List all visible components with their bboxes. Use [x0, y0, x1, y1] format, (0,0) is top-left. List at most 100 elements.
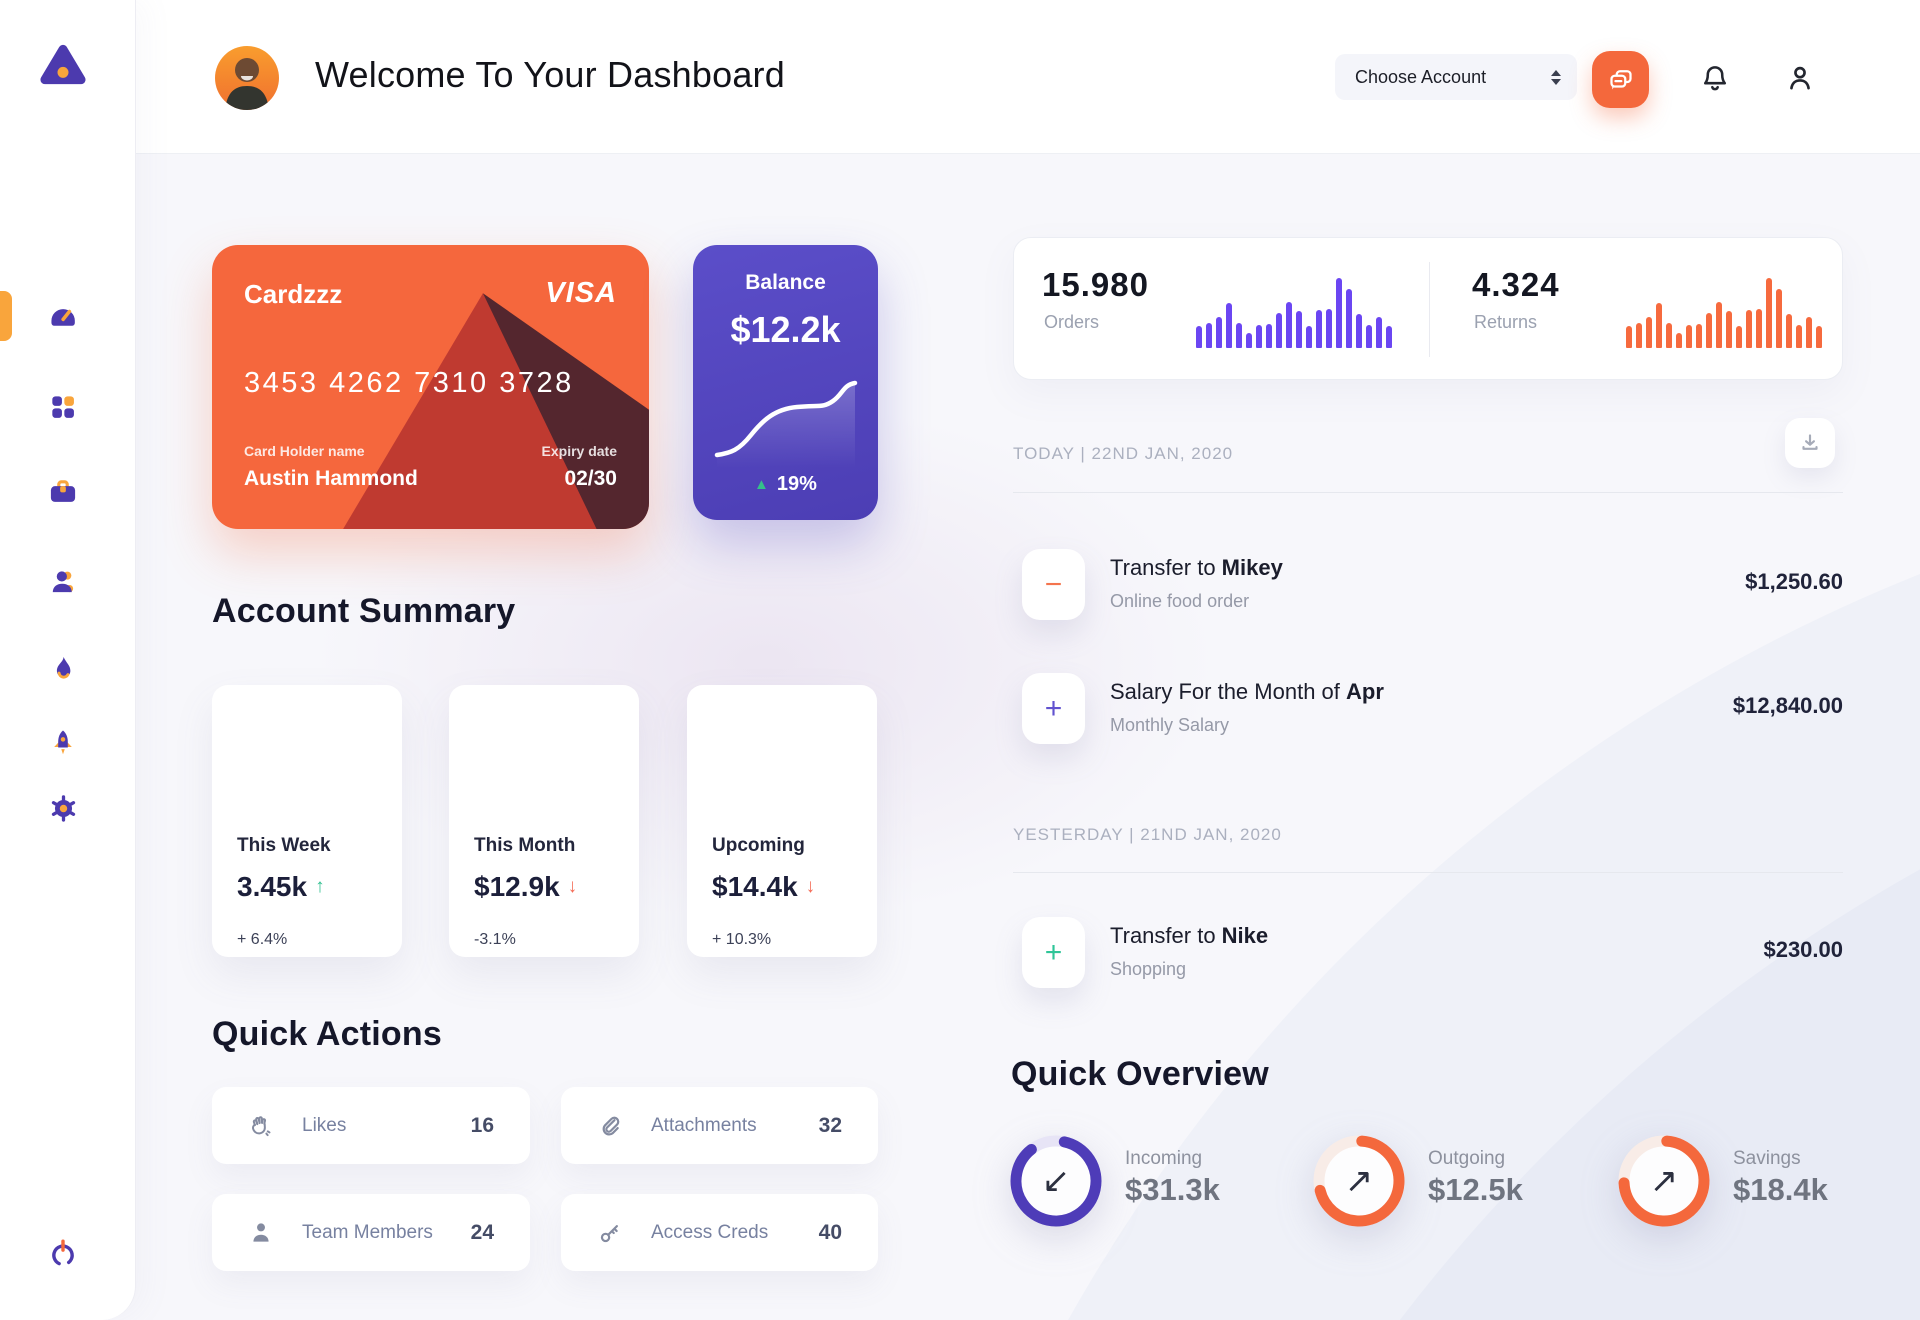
- minus-icon: −: [1022, 549, 1085, 620]
- summary-label: This Month: [474, 835, 576, 856]
- bell-icon: [1704, 66, 1726, 91]
- quick-action-count: 16: [470, 1113, 494, 1137]
- transaction-row-mikey[interactable]: − Transfer to Mikey Online food order $1…: [1013, 549, 1843, 620]
- balance-label: Balance: [745, 271, 826, 294]
- quick-action-team-members[interactable]: Team Members 24: [212, 1194, 530, 1271]
- credit-card[interactable]: Cardzzz VISA 3453 4262 7310 3728 Card Ho…: [212, 245, 649, 529]
- summary-value: $14.4k ↓: [712, 871, 815, 903]
- savings-donut: ↗: [1618, 1135, 1710, 1227]
- summary-amount: $14.4k: [712, 871, 798, 902]
- sidebar-item-users[interactable]: [39, 558, 87, 606]
- quick-action-label: Attachments: [651, 1114, 757, 1136]
- summary-amount: 3.45k: [237, 871, 308, 902]
- download-button[interactable]: [1785, 418, 1835, 468]
- sidebar-item-logout[interactable]: [39, 1230, 87, 1278]
- summary-card-upcoming[interactable]: Upcoming $14.4k ↓ + 10.3%: [687, 685, 877, 957]
- transaction-row-nike[interactable]: + Transfer to Nike Shopping $230.00: [1013, 917, 1843, 988]
- transaction-title: Salary For the Month of Apr: [1110, 679, 1384, 704]
- page-title: Welcome To Your Dashboard: [315, 54, 785, 95]
- summary-value: $12.9k ↓: [474, 871, 577, 903]
- transaction-row-salary[interactable]: + Salary For the Month of Apr Monthly Sa…: [1013, 673, 1843, 744]
- outgoing-value: $12.5k: [1428, 1172, 1523, 1207]
- key-icon: [595, 1218, 625, 1248]
- orders-bar-chart: [1196, 276, 1392, 348]
- chevron-updown-icon: [1551, 69, 1561, 85]
- orders-returns-card: 15.980 Orders 4.324 Returns: [1013, 237, 1843, 380]
- balance-trend-value: 19%: [776, 473, 817, 495]
- sidebar-item-launch[interactable]: [39, 719, 87, 767]
- transaction-title: Transfer to Nike: [1110, 923, 1269, 948]
- app-logo[interactable]: [38, 40, 88, 89]
- trend-arrow-icon: [473, 721, 533, 781]
- sidebar-item-apps[interactable]: [39, 383, 87, 431]
- transaction-subtitle: Shopping: [1110, 959, 1187, 979]
- transaction-amount: $12,840.00: [1732, 693, 1843, 718]
- triangle-logo: [40, 44, 86, 85]
- gear-icon: [51, 794, 75, 822]
- arrow-down-left-icon: ↙: [1041, 1161, 1071, 1201]
- trend-down-icon: ↓: [805, 876, 816, 897]
- member-icon: [246, 1218, 276, 1248]
- card-number: 3453 4262 7310 3728: [244, 367, 574, 399]
- returns-value: 4.324: [1472, 266, 1560, 303]
- arrow-up-right-icon: ↗: [1649, 1161, 1679, 1201]
- arrow-up-right-icon: ↗: [1344, 1161, 1374, 1201]
- card-name: Cardzzz: [244, 279, 343, 309]
- returns-label: Returns: [1474, 312, 1538, 332]
- power-icon: [52, 1239, 74, 1267]
- summary-card-this-month[interactable]: This Month $12.9k ↓ -3.1%: [449, 685, 639, 957]
- sidebar: [0, 0, 136, 1320]
- divider: [1013, 872, 1843, 873]
- transaction-sign: +: [1044, 935, 1063, 969]
- stats-divider: [1429, 262, 1430, 357]
- quick-action-likes[interactable]: Likes 16: [212, 1087, 530, 1164]
- card-holder-name: Austin Hammond: [244, 467, 418, 490]
- summary-value: 3.45k ↑: [237, 871, 325, 903]
- quick-action-label: Team Members: [302, 1221, 433, 1243]
- quick-action-count: 32: [818, 1113, 842, 1137]
- outgoing-label: Outgoing: [1428, 1148, 1506, 1169]
- transaction-sign: −: [1044, 567, 1063, 601]
- incoming-label: Incoming: [1125, 1148, 1203, 1169]
- paperclip-icon: [595, 1111, 625, 1141]
- plus-icon: +: [1022, 917, 1085, 988]
- up-arrow-icon: ▲: [754, 476, 769, 493]
- trend-up-icon: ↑: [315, 876, 325, 897]
- profile-button[interactable]: [1780, 58, 1820, 98]
- savings-label: Savings: [1733, 1148, 1801, 1169]
- quick-action-attachments[interactable]: Attachments 32: [561, 1087, 878, 1164]
- quick-action-label: Likes: [302, 1114, 347, 1136]
- orders-value: 15.980: [1042, 266, 1149, 303]
- logo-dot: [57, 66, 69, 78]
- trend-down-icon: ↓: [567, 876, 578, 897]
- account-summary-title: Account Summary: [212, 592, 516, 630]
- flame-icon: [56, 656, 70, 679]
- balance-card[interactable]: Balance $12.2k ▲ 19%: [693, 245, 878, 520]
- quick-action-count: 24: [470, 1220, 494, 1244]
- card-expiry: 02/30: [564, 467, 617, 490]
- plus-icon: +: [1022, 673, 1085, 744]
- transaction-subtitle: Online food order: [1110, 591, 1250, 611]
- clock-icon: [711, 721, 771, 781]
- avatar[interactable]: [215, 46, 279, 110]
- lightning-icon: [236, 721, 296, 781]
- quick-actions-title: Quick Actions: [212, 1015, 442, 1053]
- notifications-button[interactable]: [1695, 58, 1735, 98]
- quick-action-access-creds[interactable]: Access Creds 40: [561, 1194, 878, 1271]
- balance-sparkline: [714, 380, 858, 468]
- sidebar-item-settings[interactable]: [39, 784, 87, 832]
- chat-button[interactable]: [1592, 51, 1649, 108]
- sidebar-item-portfolio[interactable]: [39, 468, 87, 516]
- summary-label: Upcoming: [712, 835, 805, 856]
- card-holder-label: Card Holder name: [244, 443, 365, 459]
- sidebar-item-activity[interactable]: [39, 645, 87, 693]
- summary-card-this-week[interactable]: This Week 3.45k ↑ + 6.4%: [212, 685, 402, 957]
- visa-logo: VISA: [545, 277, 617, 309]
- account-selector[interactable]: Choose Account: [1335, 54, 1577, 100]
- sidebar-item-dashboard[interactable]: [39, 292, 87, 340]
- transaction-sign: +: [1044, 691, 1063, 725]
- balance-value: $12.2k: [730, 309, 841, 350]
- incoming-donut: ↙: [1010, 1135, 1102, 1227]
- quick-overview-title: Quick Overview: [1011, 1055, 1269, 1093]
